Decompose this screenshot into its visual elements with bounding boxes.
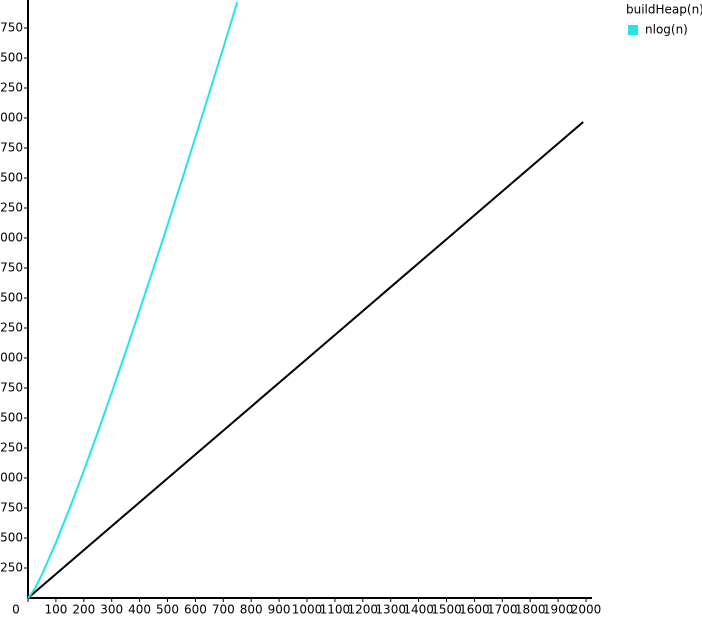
legend-label: buildHeap(n) bbox=[626, 3, 702, 17]
y-tick-label: 2250 bbox=[0, 321, 23, 335]
x-tick-label: 300 bbox=[100, 603, 123, 617]
x-tick-label: 1600 bbox=[459, 603, 490, 617]
y-tick-label: 4250 bbox=[0, 81, 23, 95]
y-tick-label: 3500 bbox=[0, 171, 23, 185]
y-tick-label: 3750 bbox=[0, 141, 23, 155]
y-tick-label: 1500 bbox=[0, 411, 23, 425]
y-tick-label: 2000 bbox=[0, 351, 23, 365]
x-tick-label: 1700 bbox=[487, 603, 518, 617]
x-tick-label: 1500 bbox=[431, 603, 462, 617]
x-tick-label: 600 bbox=[184, 603, 207, 617]
y-tick-label: 1750 bbox=[0, 381, 23, 395]
y-tick-label: 1250 bbox=[0, 441, 23, 455]
x-tick-label: 1900 bbox=[543, 603, 574, 617]
x-tick-label: 700 bbox=[212, 603, 235, 617]
y-tick-label: 500 bbox=[0, 531, 23, 545]
x-tick-label: 1100 bbox=[320, 603, 351, 617]
y-tick-label: 2750 bbox=[0, 261, 23, 275]
x-tick-label: 500 bbox=[156, 603, 179, 617]
x-tick-label: 800 bbox=[240, 603, 263, 617]
x-tick-label: 1000 bbox=[292, 603, 323, 617]
x-tick-label: 900 bbox=[268, 603, 291, 617]
x-tick-label: 100 bbox=[44, 603, 67, 617]
series-line bbox=[27, 1, 239, 599]
y-tick-label: 250 bbox=[0, 561, 23, 575]
series-line bbox=[27, 121, 584, 599]
x-tick-label: 1200 bbox=[348, 603, 379, 617]
y-tick-label: 4000 bbox=[0, 111, 23, 125]
x-tick-label: 2000 bbox=[571, 603, 602, 617]
x-tick-label: 0 bbox=[12, 603, 20, 617]
y-tick-label: 750 bbox=[0, 501, 23, 515]
y-tick-label: 4500 bbox=[0, 51, 23, 65]
x-tick-label: 1400 bbox=[403, 603, 434, 617]
y-tick-label: 4750 bbox=[0, 21, 23, 35]
x-tick-label: 1800 bbox=[515, 603, 546, 617]
y-tick-label: 2500 bbox=[0, 291, 23, 305]
legend-swatch bbox=[628, 25, 638, 35]
y-tick-label: 3000 bbox=[0, 231, 23, 245]
x-tick-label: 400 bbox=[128, 603, 151, 617]
x-tick-label: 1300 bbox=[375, 603, 406, 617]
y-tick-label: 1000 bbox=[0, 471, 23, 485]
y-tick-label: 3250 bbox=[0, 201, 23, 215]
legend-label: nlog(n) bbox=[645, 23, 688, 37]
x-tick-label: 200 bbox=[72, 603, 95, 617]
